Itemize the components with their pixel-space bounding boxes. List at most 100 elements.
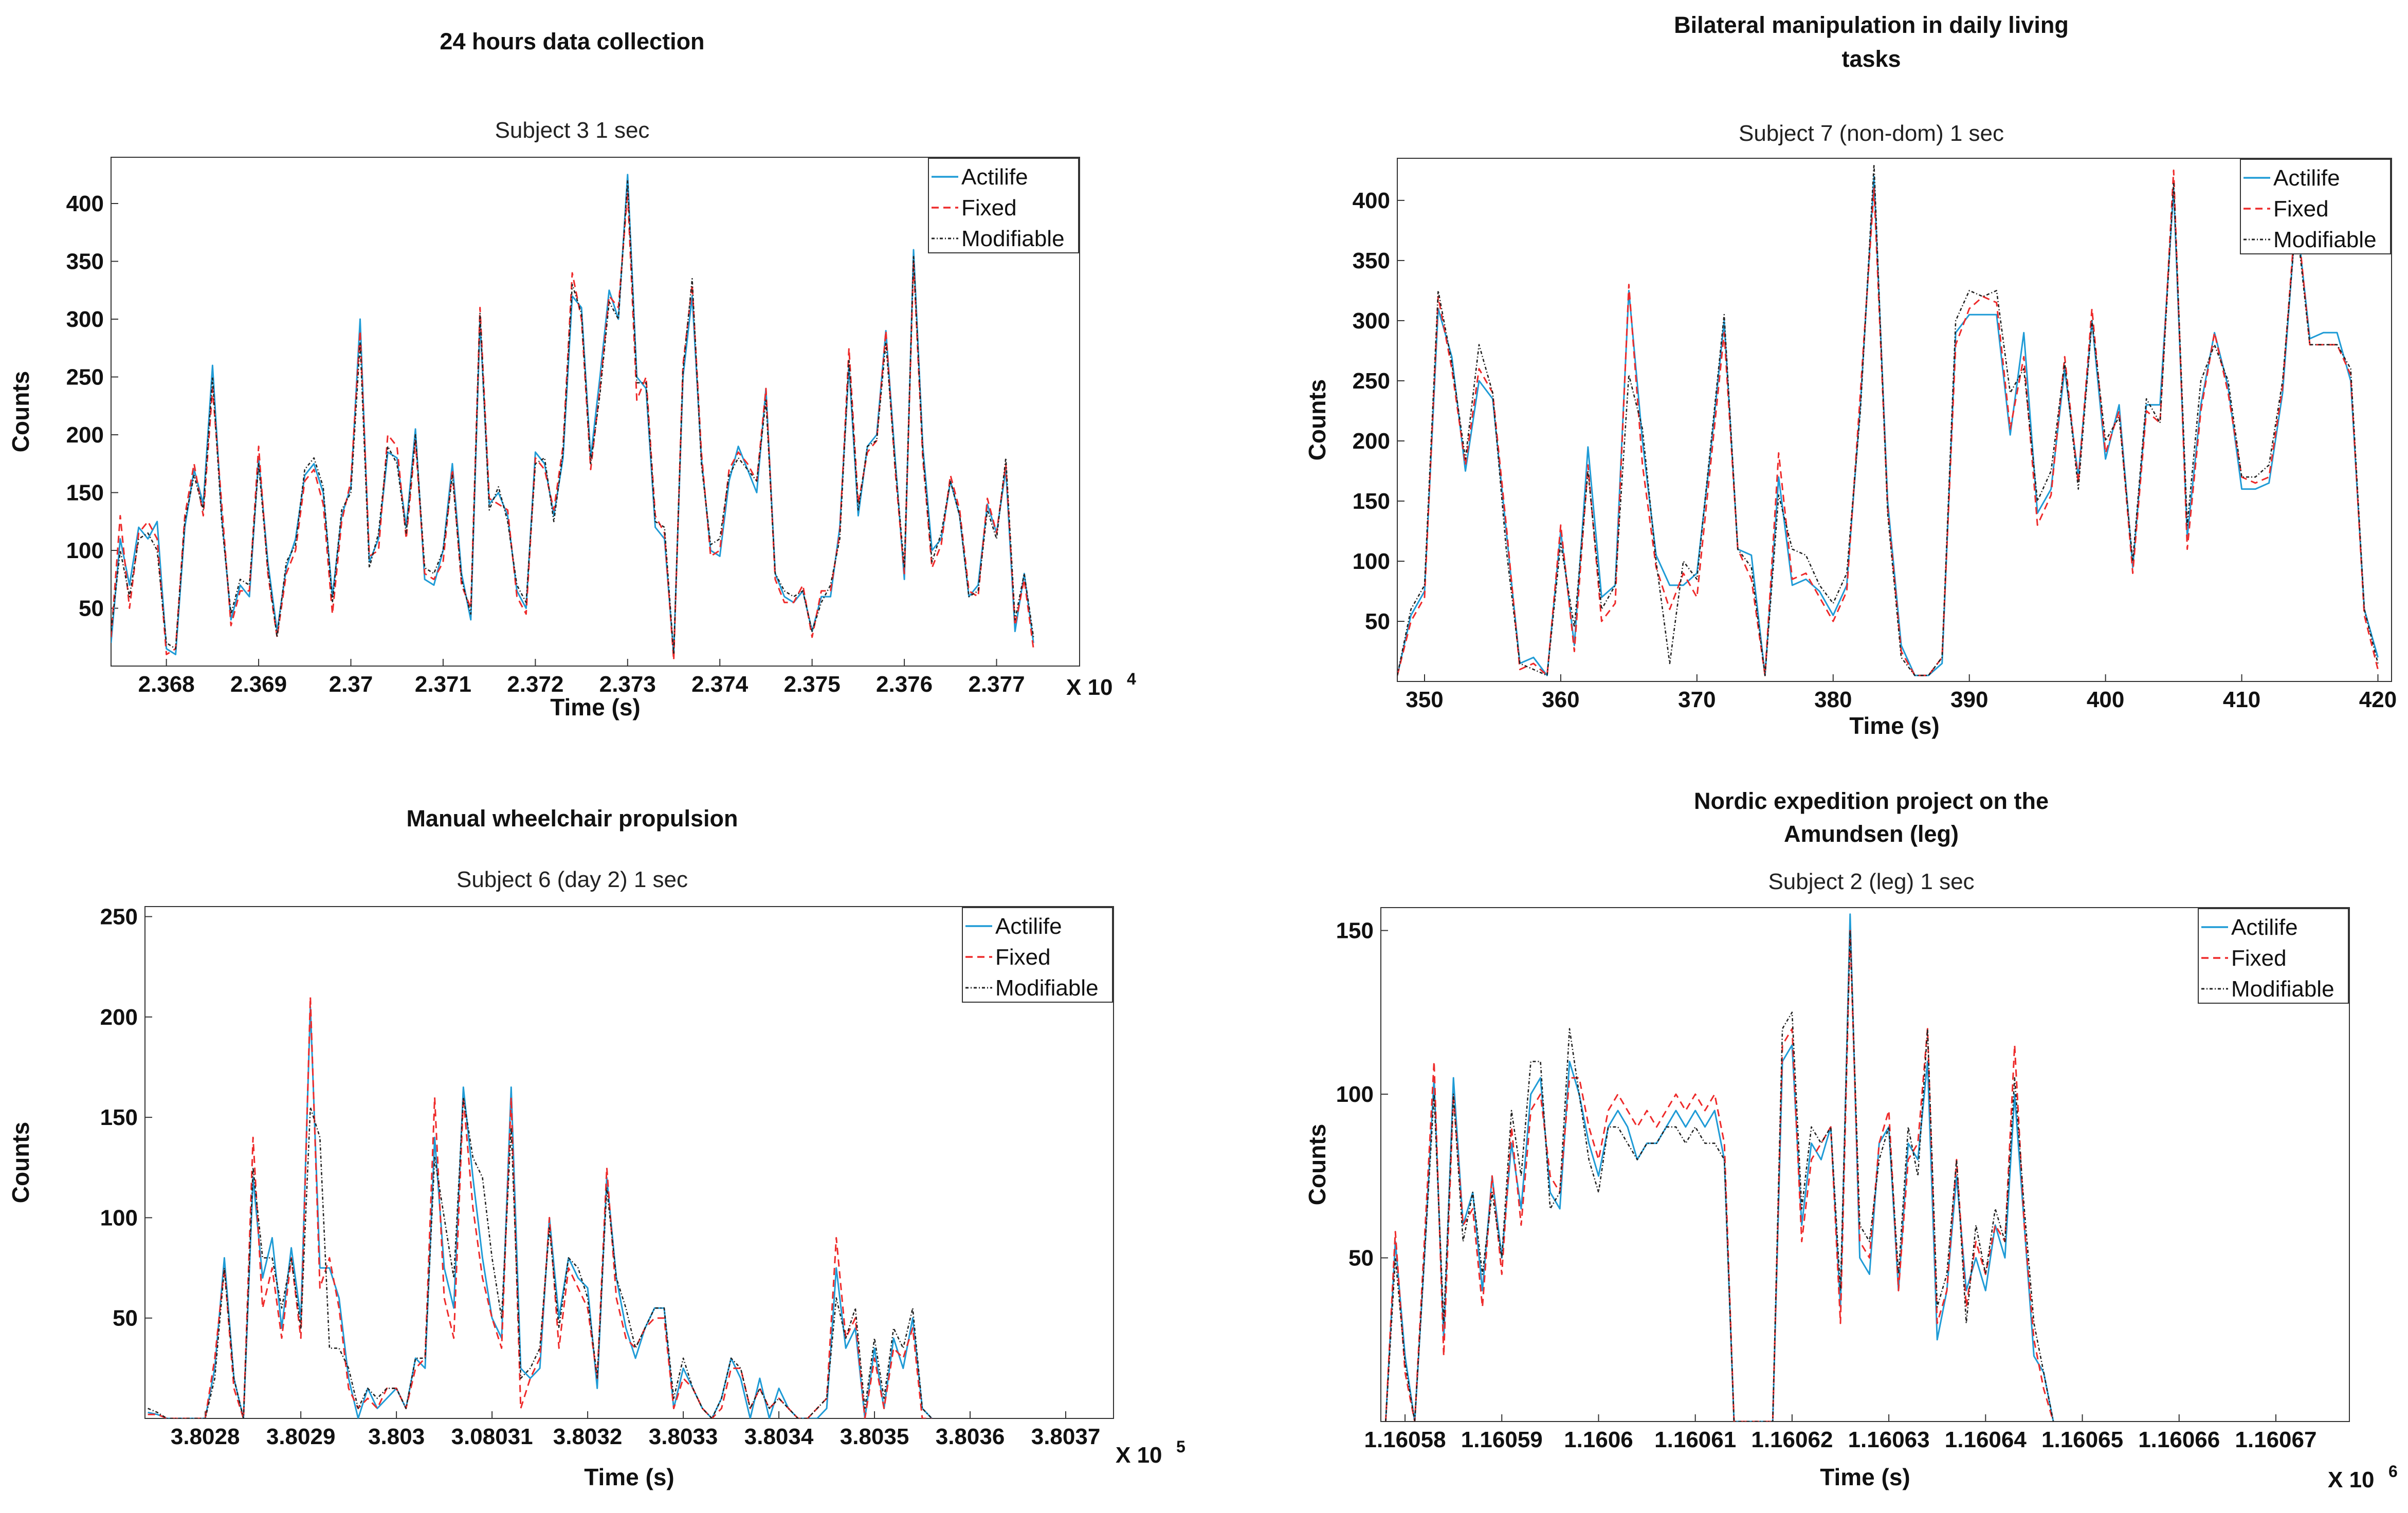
x-tick-label: 2.371 xyxy=(415,672,471,697)
y-tick-label: 400 xyxy=(66,191,104,216)
legend-label: Fixed xyxy=(961,195,1017,220)
x-axis-label: Time (s) xyxy=(550,694,641,721)
chart-title: Subject 7 (non-dom) 1 sec xyxy=(1739,121,2004,146)
legend-label: Fixed xyxy=(995,945,1051,970)
y-axis-label: Counts xyxy=(1304,1124,1330,1205)
legend-label: Modifiable xyxy=(2231,976,2334,1002)
x-tick-label: 350 xyxy=(1406,687,1443,712)
x-tick-label: 1.16067 xyxy=(2235,1427,2316,1452)
series-group xyxy=(1384,913,2054,1422)
panel-header-line: Bilateral manipulation in daily living xyxy=(1674,12,2069,38)
y-tick-label: 50 xyxy=(1365,609,1390,634)
legend-label: Fixed xyxy=(2231,946,2287,971)
y-tick-label: 150 xyxy=(1353,489,1390,514)
x-tick-label: 420 xyxy=(2359,687,2397,712)
x-tick-label: 3.8035 xyxy=(840,1424,909,1449)
y-tick-label: 250 xyxy=(100,905,138,930)
legend-label: Actilife xyxy=(2231,915,2298,940)
legend-box xyxy=(962,907,1113,1003)
y-tick-label: 200 xyxy=(100,1005,138,1030)
legend-label: Fixed xyxy=(2273,196,2329,222)
x-axis-label: Time (s) xyxy=(1849,712,1940,739)
panel-header-line: 24 hours data collection xyxy=(440,28,704,54)
panel-header-line: Manual wheelchair propulsion xyxy=(406,805,738,832)
x-axis-label: Time (s) xyxy=(1820,1464,1910,1490)
x-tick-label: 3.8037 xyxy=(1031,1424,1101,1449)
x-tick-label: 3.8036 xyxy=(936,1424,1005,1449)
y-tick-label: 150 xyxy=(1336,918,1374,944)
x-tick-label: 3.08031 xyxy=(451,1424,533,1449)
y-axis-label: Counts xyxy=(7,371,34,452)
x-axis-exponent: 6 xyxy=(2388,1462,2398,1481)
legend-box xyxy=(2240,159,2391,254)
legend-box xyxy=(2198,908,2349,1004)
legend-box xyxy=(928,158,1079,253)
y-tick-label: 400 xyxy=(1353,188,1390,213)
y-tick-label: 100 xyxy=(1353,549,1390,574)
plot-frame xyxy=(1380,907,2350,1422)
series-line-fixed xyxy=(148,996,932,1418)
y-tick-label: 150 xyxy=(100,1105,138,1130)
x-tick-label: 3.8032 xyxy=(553,1424,623,1449)
x-tick-label: 2.377 xyxy=(968,672,1025,697)
x-tick-label: 1.16061 xyxy=(1654,1427,1736,1452)
legend-label: Actilife xyxy=(2273,165,2340,191)
y-tick-label: 300 xyxy=(66,307,104,332)
legend-label: Actilife xyxy=(961,164,1028,190)
y-tick-label: 250 xyxy=(1353,368,1390,394)
x-tick-label: 2.375 xyxy=(784,672,841,697)
x-tick-label: 3.8034 xyxy=(744,1424,814,1449)
y-tick-label: 50 xyxy=(79,596,104,621)
legend: Actilife Fixed Modifiable xyxy=(2240,159,2391,254)
y-tick-label: 100 xyxy=(66,538,104,563)
chart-title: Subject 2 (leg) 1 sec xyxy=(1768,869,1974,894)
x-tick-label: 3.803 xyxy=(368,1424,425,1449)
y-tick-label: 50 xyxy=(1348,1246,1374,1271)
chart-title: Subject 6 (day 2) 1 sec xyxy=(457,867,688,892)
y-axis-label: Counts xyxy=(7,1122,34,1203)
x-tick-label: 360 xyxy=(1542,687,1579,712)
x-tick-label: 1.16064 xyxy=(1945,1427,2027,1452)
x-tick-label: 390 xyxy=(1950,687,1988,712)
y-tick-label: 150 xyxy=(66,481,104,506)
y-tick-label: 350 xyxy=(66,249,104,274)
series-group xyxy=(111,174,1034,661)
panel-header-line: Amundsen (leg) xyxy=(1784,821,1959,847)
x-tick-label: 2.374 xyxy=(691,672,749,697)
legend-label: Modifiable xyxy=(961,226,1065,251)
y-tick-label: 350 xyxy=(1353,248,1390,273)
panel-1: 24 hours data collection Subject 3 1 sec… xyxy=(7,28,1136,721)
plot-frame xyxy=(111,157,1080,667)
x-tick-label: 1.16059 xyxy=(1461,1427,1543,1452)
x-tick-label: 1.16062 xyxy=(1751,1427,1833,1452)
x-tick-label: 400 xyxy=(2087,687,2124,712)
legend-label: Actilife xyxy=(995,914,1062,939)
series-line-fixed xyxy=(1384,930,2054,1422)
y-tick-label: 200 xyxy=(66,422,104,448)
x-tick-label: 1.1606 xyxy=(1564,1427,1633,1452)
x-axis-multiplier: X 10 xyxy=(1116,1443,1162,1468)
y-tick-label: 100 xyxy=(100,1205,138,1230)
x-tick-label: 3.8033 xyxy=(649,1424,718,1449)
plot-frame xyxy=(1397,158,2392,682)
x-tick-label: 370 xyxy=(1678,687,1716,712)
x-tick-label: 2.37 xyxy=(329,672,373,697)
x-axis-label: Time (s) xyxy=(584,1464,674,1490)
x-tick-label: 2.372 xyxy=(507,672,563,697)
x-tick-label: 380 xyxy=(1814,687,1852,712)
x-tick-label: 1.16065 xyxy=(2041,1427,2123,1452)
panel-3: Manual wheelchair propulsion Subject 6 (… xyxy=(7,805,1185,1490)
series-line-modifiable xyxy=(148,1096,933,1418)
x-axis-multiplier: X 10 xyxy=(2328,1467,2375,1492)
series-group xyxy=(1397,163,2379,676)
x-tick-label: 2.376 xyxy=(876,672,933,697)
panel-2: Bilateral manipulation in daily living t… xyxy=(1304,12,2397,739)
panel-header-line: tasks xyxy=(1841,46,1901,72)
y-tick-label: 300 xyxy=(1353,308,1390,334)
panel-4: Nordic expedition project on the Amundse… xyxy=(1304,788,2398,1492)
x-axis-multiplier: X 10 xyxy=(1066,675,1113,700)
series-line-modifiable xyxy=(1397,163,2379,676)
x-tick-label: 3.8029 xyxy=(266,1424,336,1449)
x-tick-label: 2.369 xyxy=(230,672,287,697)
